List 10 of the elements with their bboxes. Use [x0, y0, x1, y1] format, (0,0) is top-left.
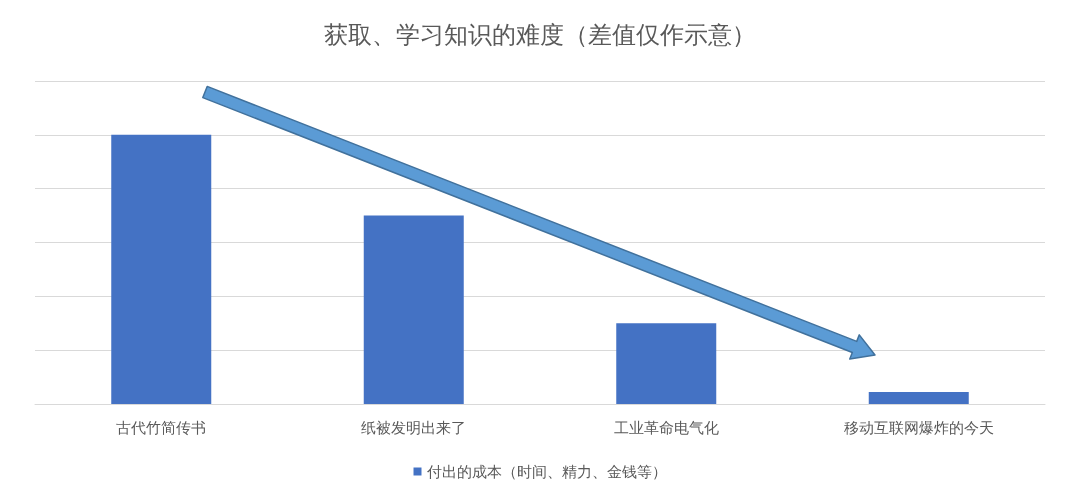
x-tick-label: 古代竹简传书 [116, 418, 207, 437]
legend-label: 付出的成本（时间、精力、金钱等） [425, 462, 667, 481]
x-tick-label: 纸被发明出来了 [361, 418, 467, 437]
x-tick-label: 工业革命电气化 [613, 418, 719, 437]
bar [111, 134, 212, 404]
chart-title: 获取、学习知识的难度（差值仅作示意） [324, 21, 756, 49]
bar [616, 323, 717, 404]
x-tick-label: 移动互联网爆炸的今天 [843, 418, 994, 437]
bar [868, 391, 969, 404]
bar [363, 215, 464, 404]
